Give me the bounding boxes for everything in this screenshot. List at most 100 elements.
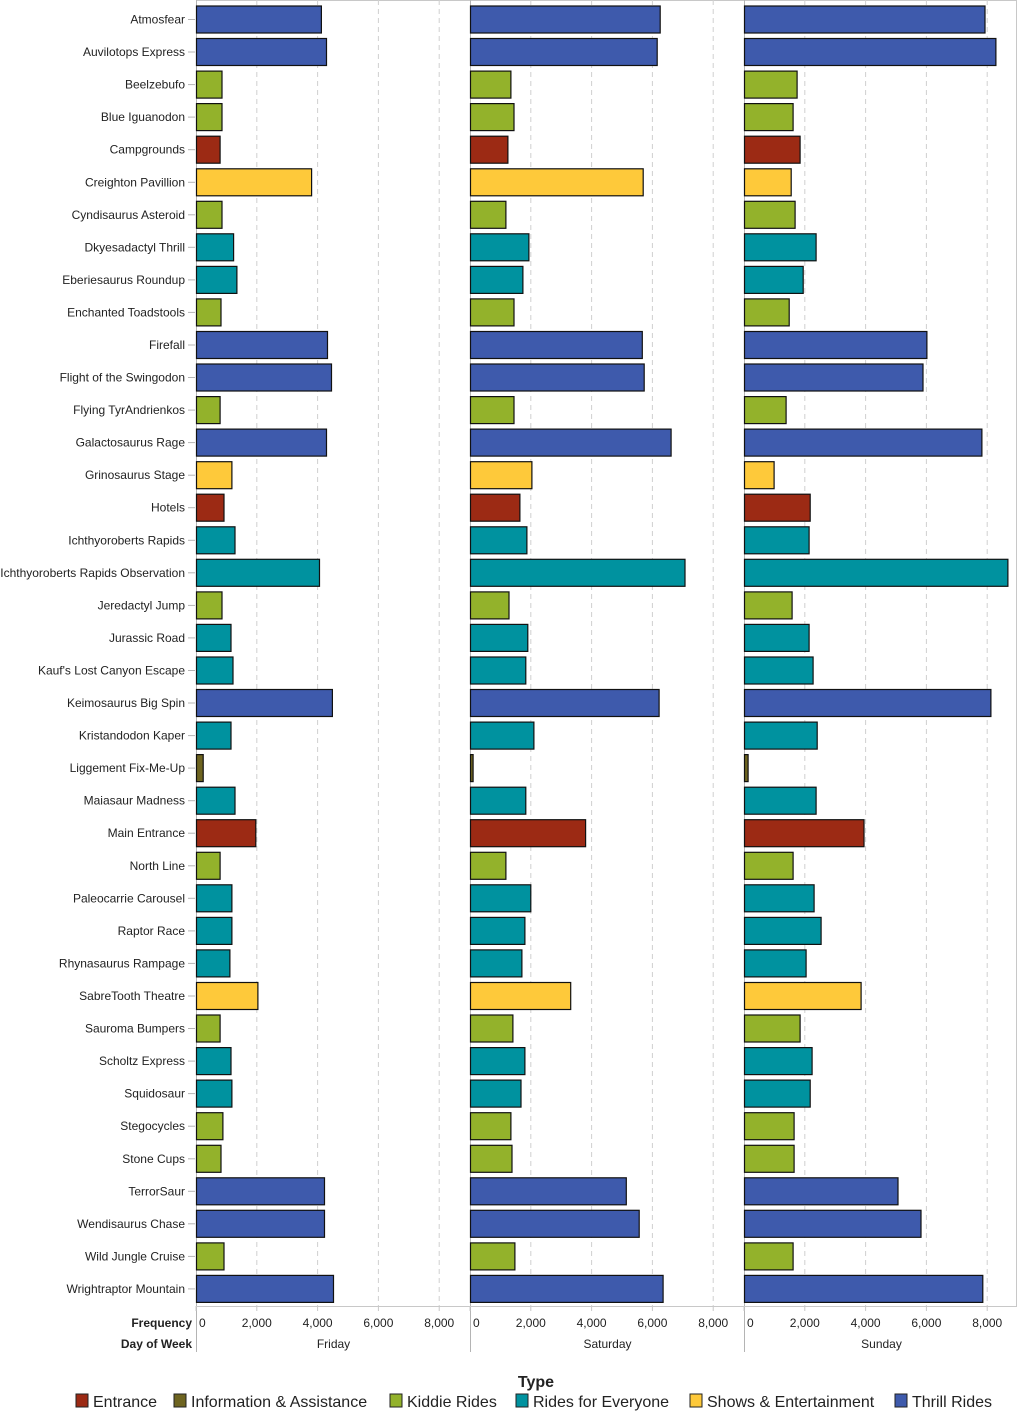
bar-saturday-sauroma-bumpers[interactable] [469, 1014, 514, 1043]
bar-saturday-wendisaurus-chase[interactable] [469, 1209, 640, 1238]
bar-saturday-grinosaurus-stage[interactable] [469, 461, 533, 490]
bar-friday-atmosfear[interactable] [195, 5, 323, 34]
bar-friday-beelzebufo[interactable] [195, 70, 223, 99]
bar-saturday-dkyesadactyl-thrill[interactable] [469, 233, 530, 262]
bar-friday-flying-tyrandrienkos[interactable] [195, 396, 221, 425]
bar-saturday-firefall[interactable] [469, 330, 643, 360]
bar-sunday-raptor-race[interactable] [743, 916, 822, 946]
bar-saturday-squidosaur[interactable] [469, 1079, 522, 1108]
bar-saturday-flight-of-the-swingodon[interactable] [469, 363, 645, 392]
legend-label-rides-for-everyone[interactable]: Rides for Everyone [533, 1394, 669, 1411]
bar-friday-raptor-race[interactable] [195, 916, 233, 946]
legend-label-thrill-rides[interactable]: Thrill Rides [912, 1394, 992, 1411]
bar-sunday-stegocycles[interactable] [743, 1112, 795, 1141]
bar-friday-enchanted-toadstools[interactable] [195, 298, 222, 327]
bar-saturday-ichthyoroberts-rapids[interactable] [469, 526, 528, 555]
bar-saturday-keimosaurus-big-spin[interactable] [469, 688, 660, 718]
bar-friday-wendisaurus-chase[interactable] [195, 1209, 326, 1238]
bar-saturday-eberiesaurus-roundup[interactable] [469, 265, 524, 294]
bar-sunday-kauf-s-lost-canyon-escape[interactable] [743, 656, 814, 685]
bar-sunday-flying-tyrandrienkos[interactable] [743, 396, 787, 425]
bar-sunday-ichthyoroberts-rapids[interactable] [743, 526, 810, 555]
bar-sunday-creighton-pavillion[interactable] [743, 168, 792, 197]
bar-friday-campgrounds[interactable] [195, 135, 221, 164]
bar-sunday-north-line[interactable] [743, 851, 794, 880]
bar-friday-main-entrance[interactable] [195, 819, 257, 848]
bar-saturday-galactosaurus-rage[interactable] [469, 428, 672, 457]
bar-saturday-ichthyoroberts-rapids-observation[interactable] [469, 558, 686, 587]
bar-sunday-dkyesadactyl-thrill[interactable] [743, 233, 817, 262]
bar-sunday-kristandodon-kaper[interactable] [743, 721, 818, 750]
bar-saturday-wrightraptor-mountain[interactable] [469, 1274, 664, 1304]
bar-friday-kristandodon-kaper[interactable] [195, 721, 232, 750]
bar-sunday-auvilotops-express[interactable] [743, 37, 997, 67]
bar-saturday-sabretooth-theatre[interactable] [469, 981, 572, 1011]
bar-friday-maiasaur-madness[interactable] [195, 786, 236, 815]
legend-label-entrance[interactable]: Entrance [93, 1394, 157, 1411]
bar-sunday-hotels[interactable] [743, 493, 811, 522]
bar-friday-scholtz-express[interactable] [195, 1046, 232, 1076]
bar-sunday-ichthyoroberts-rapids-observation[interactable] [743, 558, 1009, 587]
bar-friday-blue-iguanodon[interactable] [195, 102, 223, 132]
legend-label-information-assistance[interactable]: Information & Assistance [191, 1394, 367, 1411]
bar-friday-wild-jungle-cruise[interactable] [195, 1242, 225, 1271]
bar-sunday-main-entrance[interactable] [743, 819, 865, 848]
bar-friday-liggement-fix-me-up[interactable] [195, 753, 204, 783]
bar-sunday-jurassic-road[interactable] [743, 623, 810, 653]
bar-friday-rhynasaurus-rampage[interactable] [195, 949, 231, 978]
bar-saturday-terrorsaur[interactable] [469, 1177, 627, 1206]
bar-sunday-maiasaur-madness[interactable] [743, 786, 817, 815]
bar-sunday-eberiesaurus-roundup[interactable] [743, 265, 804, 294]
bar-saturday-flying-tyrandrienkos[interactable] [469, 396, 515, 425]
bar-sunday-stone-cups[interactable] [743, 1144, 795, 1173]
bar-friday-keimosaurus-big-spin[interactable] [195, 688, 333, 718]
legend-label-kiddie-rides[interactable]: Kiddie Rides [407, 1394, 497, 1411]
bar-sunday-paleocarrie-carousel[interactable] [743, 884, 815, 913]
bar-friday-firefall[interactable] [195, 330, 329, 360]
bar-friday-stegocycles[interactable] [195, 1112, 224, 1141]
bar-saturday-stone-cups[interactable] [469, 1144, 513, 1173]
bar-saturday-jurassic-road[interactable] [469, 623, 529, 653]
bar-friday-auvilotops-express[interactable] [195, 37, 328, 67]
bar-sunday-sauroma-bumpers[interactable] [743, 1014, 801, 1043]
bar-sunday-squidosaur[interactable] [743, 1079, 811, 1108]
bar-saturday-kristandodon-kaper[interactable] [469, 721, 535, 750]
bar-sunday-jeredactyl-jump[interactable] [743, 591, 793, 620]
bar-sunday-flight-of-the-swingodon[interactable] [743, 363, 924, 392]
bar-sunday-sabretooth-theatre[interactable] [743, 981, 862, 1011]
bar-saturday-jeredactyl-jump[interactable] [469, 591, 510, 620]
bar-sunday-enchanted-toadstools[interactable] [743, 298, 790, 327]
bar-saturday-atmosfear[interactable] [469, 5, 661, 34]
bar-friday-eberiesaurus-roundup[interactable] [195, 265, 238, 294]
bar-saturday-auvilotops-express[interactable] [469, 37, 658, 67]
bar-friday-jurassic-road[interactable] [195, 623, 232, 653]
bar-friday-cyndisaurus-asteroid[interactable] [195, 200, 223, 229]
bar-saturday-hotels[interactable] [469, 493, 521, 522]
bar-sunday-keimosaurus-big-spin[interactable] [743, 688, 992, 718]
bar-saturday-enchanted-toadstools[interactable] [469, 298, 515, 327]
legend-label-shows-entertainment[interactable]: Shows & Entertainment [707, 1394, 875, 1411]
bar-saturday-kauf-s-lost-canyon-escape[interactable] [469, 656, 527, 685]
bar-saturday-campgrounds[interactable] [469, 135, 509, 164]
bar-saturday-raptor-race[interactable] [469, 916, 526, 946]
bar-friday-kauf-s-lost-canyon-escape[interactable] [195, 656, 234, 685]
bar-friday-ichthyoroberts-rapids-observation[interactable] [195, 558, 321, 587]
bar-saturday-north-line[interactable] [469, 851, 507, 880]
bar-friday-wrightraptor-mountain[interactable] [195, 1274, 335, 1304]
bar-friday-squidosaur[interactable] [195, 1079, 233, 1108]
bar-friday-sauroma-bumpers[interactable] [195, 1014, 221, 1043]
bar-sunday-firefall[interactable] [743, 330, 928, 360]
bar-friday-dkyesadactyl-thrill[interactable] [195, 233, 235, 262]
bar-sunday-grinosaurus-stage[interactable] [743, 461, 775, 490]
bar-saturday-rhynasaurus-rampage[interactable] [469, 949, 523, 978]
bar-friday-stone-cups[interactable] [195, 1144, 222, 1173]
bar-friday-terrorsaur[interactable] [195, 1177, 326, 1206]
bar-friday-north-line[interactable] [195, 851, 221, 880]
bar-sunday-beelzebufo[interactable] [743, 70, 798, 99]
bar-sunday-wild-jungle-cruise[interactable] [743, 1242, 794, 1271]
bar-friday-ichthyoroberts-rapids[interactable] [195, 526, 236, 555]
bar-friday-jeredactyl-jump[interactable] [195, 591, 223, 620]
bar-friday-grinosaurus-stage[interactable] [195, 461, 233, 490]
bar-friday-paleocarrie-carousel[interactable] [195, 884, 233, 913]
bar-sunday-galactosaurus-rage[interactable] [743, 428, 983, 457]
